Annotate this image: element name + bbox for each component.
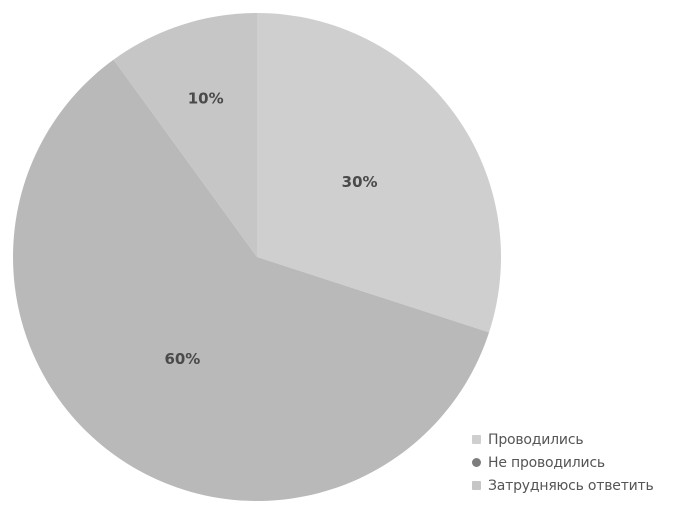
legend-marker-icon: [472, 481, 481, 490]
pie-slice-3: [113, 13, 257, 257]
pie-slice-1: [257, 13, 502, 333]
pie-slices: [13, 13, 502, 501]
legend-item-ne-provodilis: Не проводились: [472, 451, 686, 474]
slice-value-label-2: 60%: [164, 350, 200, 368]
legend-label: Не проводились: [488, 454, 605, 471]
legend-label: Проводились: [488, 431, 584, 448]
chart-legend: Проводились Не проводились Затрудняюсь о…: [472, 428, 686, 497]
pie-data-labels: 30% 60% 10%: [164, 90, 377, 368]
pie-slice-2: [13, 59, 490, 501]
legend-marker-icon: [472, 458, 481, 467]
legend-item-provodilis: Проводились: [472, 428, 686, 451]
legend-label: Затрудняюсь ответить: [488, 477, 654, 494]
slice-value-label-3: 10%: [188, 90, 224, 108]
legend-item-zatrudnyayus-otvetit: Затрудняюсь ответить: [472, 474, 686, 497]
legend-marker-icon: [472, 435, 481, 444]
slice-value-label-1: 30%: [342, 173, 378, 191]
